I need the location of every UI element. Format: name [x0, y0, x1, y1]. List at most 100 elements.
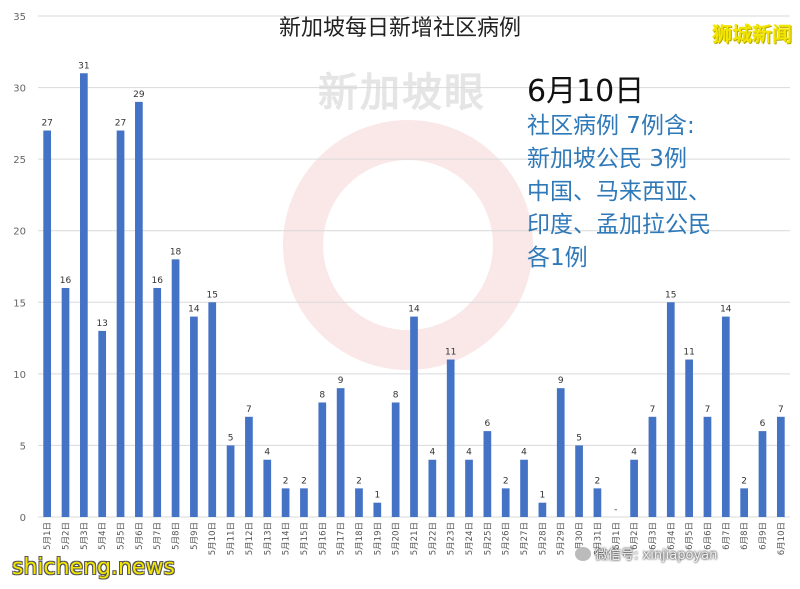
y-tick-label: 15 [13, 298, 26, 309]
bar [740, 488, 748, 517]
bar [61, 287, 70, 517]
brand-logo: 狮城新闻 [712, 22, 792, 46]
bar [80, 73, 88, 517]
wechat-id: 微信号: xinjiapoyan [595, 548, 718, 563]
data-label: 6 [484, 419, 490, 429]
bar [300, 488, 308, 517]
x-tick-label: 5月21日 [410, 522, 420, 555]
x-tick-label: 5月19日 [373, 522, 383, 555]
y-tick-label: 5 [20, 441, 26, 452]
bar [226, 445, 235, 517]
x-tick-label: 5月11日 [227, 522, 237, 555]
x-tick-label: 5月7日 [153, 522, 163, 550]
data-label: 14 [720, 305, 732, 315]
bar [281, 488, 290, 517]
bar [556, 388, 565, 517]
wechat-watermark: 微信号: xinjiapoyan [575, 544, 717, 563]
bar [153, 287, 162, 517]
y-tick-label: 30 [13, 84, 26, 95]
bar [245, 416, 253, 517]
data-label: 7 [650, 405, 656, 415]
x-tick-label: 6月7日 [722, 522, 732, 550]
bar [336, 388, 345, 517]
data-label: 27 [115, 119, 126, 129]
bar [703, 416, 712, 517]
x-tick-label: 6月3日 [648, 522, 658, 550]
data-label: 1 [374, 491, 380, 501]
bar [263, 459, 272, 517]
site-watermark: shicheng.news [12, 555, 175, 580]
bar [501, 488, 510, 517]
bar [318, 402, 327, 517]
x-tick-label: 5月1日 [43, 522, 53, 550]
data-label: 4 [521, 448, 527, 458]
x-tick-label: 5月31日 [593, 522, 603, 555]
y-axis-ticks: 0 5 10 15 20 25 30 35 [13, 12, 26, 524]
x-tick-label: 5月23日 [447, 522, 457, 555]
data-label: 13 [96, 319, 107, 329]
bar [520, 459, 528, 517]
x-tick-label: 5月9日 [190, 522, 200, 550]
x-tick-label: 5月13日 [263, 522, 273, 555]
data-label: 4 [429, 448, 435, 458]
bar [446, 359, 455, 517]
data-label: 7 [705, 405, 711, 415]
x-tick-label: 5月14日 [282, 522, 292, 555]
data-label: 8 [393, 390, 399, 400]
bar [116, 130, 125, 517]
x-tick-label: 6月5日 [685, 522, 695, 550]
x-tick-label: 5月16日 [318, 522, 328, 555]
x-tick-label: 5月10日 [208, 522, 218, 555]
bar [685, 359, 693, 517]
data-label: 8 [319, 390, 325, 400]
x-tick-label: 5月28日 [538, 522, 548, 555]
data-label: 27 [41, 119, 52, 129]
data-label: 18 [170, 247, 182, 257]
data-label: 7 [778, 405, 784, 415]
data-label: 29 [133, 90, 145, 100]
data-label: 2 [741, 476, 747, 486]
bar [135, 101, 143, 517]
x-tick-label: 5月25日 [483, 522, 493, 555]
data-label: 31 [78, 61, 89, 71]
data-label: 14 [408, 305, 420, 315]
bar [373, 502, 382, 517]
x-tick-label: 5月12日 [245, 522, 255, 555]
x-tick-label: 5月17日 [337, 522, 347, 555]
bar [575, 445, 583, 517]
data-label: 4 [466, 448, 472, 458]
data-label: 4 [631, 448, 637, 458]
x-tick-label: 5月29日 [557, 522, 567, 555]
data-label: 14 [188, 305, 200, 315]
data-label: 2 [356, 476, 362, 486]
bar [648, 416, 657, 517]
y-tick-label: 35 [13, 12, 26, 23]
bar [538, 502, 547, 517]
bar [43, 130, 52, 517]
wechat-icon [575, 546, 591, 561]
x-tick-label: 5月24日 [465, 522, 475, 555]
data-label: 16 [60, 276, 72, 286]
y-tick-label: 0 [20, 513, 26, 524]
data-label: 15 [665, 290, 676, 300]
data-label: 6 [760, 419, 766, 429]
x-tick-label: 6月9日 [758, 522, 768, 550]
bar [190, 316, 198, 517]
bars [43, 73, 785, 517]
x-tick-label: 6月4日 [667, 522, 677, 550]
bar [776, 416, 785, 517]
x-tick-label: 6月1日 [612, 522, 622, 550]
bar [410, 316, 418, 517]
bar [630, 459, 638, 517]
x-tick-label: 5月26日 [502, 522, 512, 555]
data-label: - [614, 505, 617, 515]
data-label: 2 [283, 476, 289, 486]
chart-title: 新加坡每日新增社区病例 [278, 16, 521, 41]
data-label: 2 [301, 476, 307, 486]
bar [208, 302, 217, 517]
annotation-box: 6月10日 社区病例 7例含: 新加坡公民 3例 中国、马来西亚、 印度、孟加拉… [527, 74, 797, 275]
data-label: 9 [558, 376, 564, 386]
annotation-body: 社区病例 7例含: 新加坡公民 3例 中国、马来西亚、 印度、孟加拉公民 各1例 [527, 113, 711, 271]
data-label: 2 [595, 476, 601, 486]
